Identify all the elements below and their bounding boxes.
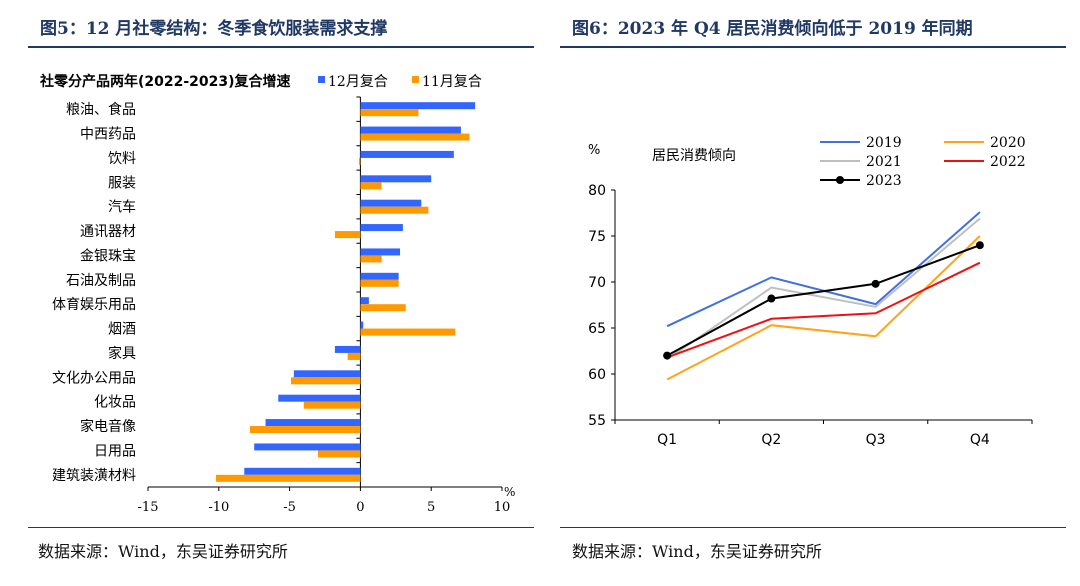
line-legend-label: 2019 [866, 135, 902, 151]
bar-legend-label: 11月复合 [422, 73, 482, 90]
bar-category-label: 饮料 [108, 151, 136, 167]
bar-mark [293, 370, 361, 378]
bar-category-label: 建筑装潢材料 [52, 468, 136, 484]
bar-x-tick-label: -5 [283, 500, 296, 515]
bar-category-label: 家具 [108, 345, 136, 362]
line-y-tick-label: 60 [588, 367, 606, 383]
bar-mark [360, 321, 364, 329]
bar-mark [360, 109, 419, 117]
bar-category-label: 服装 [108, 175, 136, 191]
line-legend-label: 2021 [866, 154, 902, 170]
bar-mark [360, 175, 432, 183]
bar-mark [278, 394, 361, 402]
line-legend-label: 2023 [866, 173, 902, 189]
bar-mark [291, 377, 361, 385]
line-series-2021 [666, 217, 981, 361]
line-y-tick-label: 70 [588, 275, 606, 291]
bar-x-tick-label: 0 [356, 500, 364, 515]
bar-mark [334, 345, 361, 353]
bar-legend-label: 12月复合 [328, 73, 388, 90]
line-point [663, 351, 672, 360]
bar-legend-swatch [412, 76, 419, 83]
bar-mark [244, 467, 361, 475]
bar-x-tick-label: -10 [208, 500, 229, 515]
line-series-2019 [666, 211, 981, 328]
line-y-tick-label: 55 [588, 413, 606, 429]
bar-mark [254, 443, 361, 451]
bar-mark [360, 248, 401, 256]
line-y-tick-label: 80 [588, 183, 606, 199]
bar-mark [360, 199, 422, 207]
bar-category-label: 体育娱乐用品 [52, 297, 136, 313]
right-source-rule [560, 527, 1066, 528]
bar-x-tick-label: 10 [494, 500, 511, 515]
bar-chart-title: 社零分产品两年(2022-2023)复合增速 [39, 73, 291, 90]
line-chart-title: 居民消费倾向 [652, 148, 736, 164]
bar-mark [360, 150, 454, 158]
bar-chart: 社零分产品两年(2022-2023)复合增速 12月复合 11月复合 -15 -10 -5… [39, 73, 515, 515]
bar-category-label: 烟酒 [108, 322, 136, 338]
bar-mark [360, 102, 476, 110]
bar-mark [360, 182, 382, 190]
bar-mark [360, 328, 456, 336]
line-legend-marker [836, 176, 844, 184]
line-x-tick-label: Q1 [657, 432, 677, 448]
bar-mark [360, 126, 461, 134]
bar-mark [358, 157, 361, 165]
bar-mark [317, 450, 361, 458]
bar-mark [303, 401, 361, 409]
line-point [767, 294, 776, 303]
line-point [975, 241, 984, 250]
bar-mark [360, 255, 382, 263]
line-point [871, 279, 880, 288]
bar-x-tick-label: 5 [427, 500, 435, 515]
line-y-tick-label: 65 [588, 321, 606, 337]
bar-mark [360, 224, 403, 232]
bar-mark [249, 426, 361, 434]
bar-category-label: 文化办公用品 [52, 370, 136, 386]
bar-category-label: 中西药品 [80, 127, 136, 143]
line-series-2020 [666, 235, 981, 381]
line-y-unit: % [588, 143, 600, 158]
bar-category-label: 汽车 [108, 199, 136, 216]
left-figure-title: 图5：12 月社零结构：冬季食饮服装需求支撑 [40, 19, 388, 39]
bar-mark [360, 304, 406, 312]
bar-mark [347, 352, 361, 360]
line-x-tick-label: Q4 [970, 432, 990, 448]
bar-category-label: 石油及制品 [66, 273, 136, 289]
bar-mark [265, 419, 361, 427]
bar-mark [334, 231, 361, 239]
line-series-2023 [666, 244, 981, 357]
right-title-rule [560, 46, 1066, 48]
bar-category-label: 化妆品 [94, 395, 136, 411]
bar-mark [360, 272, 399, 280]
bar-category-label: 粮油、食品 [66, 101, 136, 118]
left-title-rule [28, 46, 534, 48]
line-legend-label: 2022 [990, 154, 1026, 170]
line-x-tick-label: Q2 [761, 432, 781, 448]
bar-category-label: 家电音像 [80, 418, 136, 435]
right-figure-title: 图6：2023 年 Q4 居民消费倾向低于 2019 年同期 [572, 19, 973, 39]
line-y-tick-label: 75 [588, 229, 606, 245]
bar-category-label: 日用品 [94, 443, 136, 459]
bar-mark [215, 474, 361, 482]
bar-category-label: 金银珠宝 [80, 248, 136, 264]
bar-category-label: 通讯器材 [80, 224, 136, 240]
line-series-2022 [666, 261, 981, 359]
bar-mark [360, 297, 369, 305]
bar-legend-swatch [318, 76, 325, 83]
bar-mark [360, 279, 399, 287]
bar-x-unit: % [504, 485, 515, 499]
right-source: 数据来源：Wind，东吴证券研究所 [572, 542, 822, 561]
bar-mark [360, 133, 470, 141]
bar-x-tick-label: -15 [138, 500, 159, 515]
line-x-tick-label: Q3 [866, 432, 886, 448]
left-source-rule [28, 527, 534, 528]
left-source: 数据来源：Wind，东吴证券研究所 [38, 542, 288, 561]
bar-mark [360, 206, 429, 214]
line-legend-label: 2020 [990, 135, 1026, 151]
